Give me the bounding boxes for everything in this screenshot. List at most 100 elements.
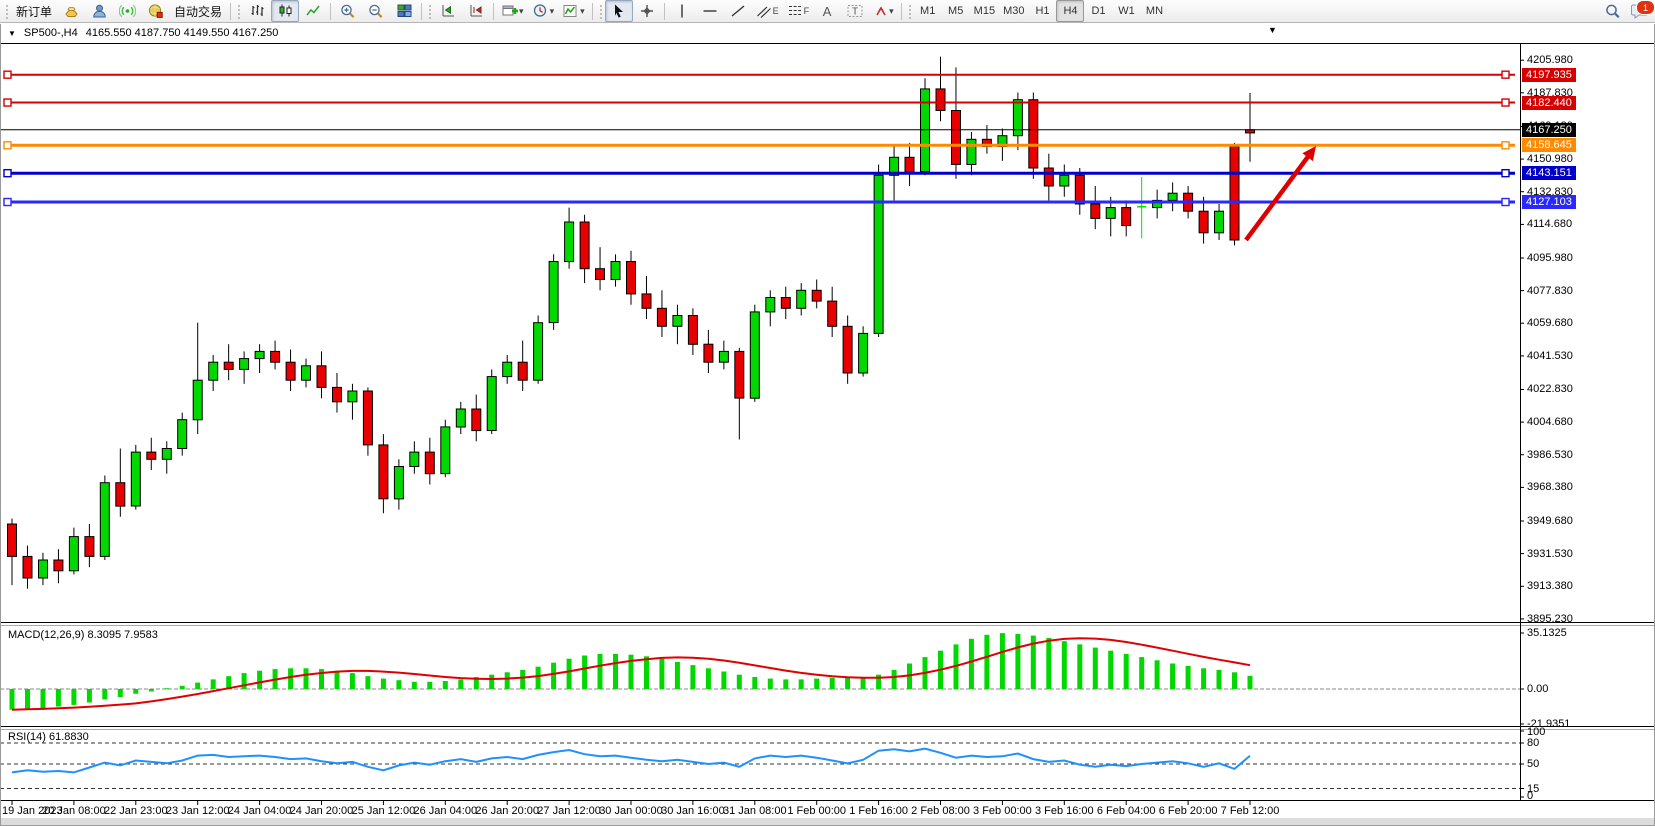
- new-order-button[interactable]: 新订单: [16, 4, 53, 19]
- level-line-4143.151[interactable]: [3, 168, 1515, 178]
- current-price-badge: 4167.250: [1522, 122, 1576, 137]
- horizontal-line-icon[interactable]: [696, 0, 724, 22]
- time-axis-label: 30 Jan 16:00: [661, 805, 725, 817]
- timeframe-w1[interactable]: W1: [1118, 5, 1135, 17]
- tile-windows-icon[interactable]: [390, 0, 418, 22]
- chat-icon[interactable]: 1: [1627, 0, 1655, 21]
- period-clock-icon[interactable]: ▾: [528, 0, 559, 22]
- time-axis-label: 2 Feb 08:00: [911, 805, 970, 817]
- trend-arrow[interactable]: [1244, 146, 1316, 242]
- new-chart-button[interactable]: ▾: [497, 0, 528, 22]
- notification-badge: 1: [1636, 0, 1655, 15]
- customer-service-icon[interactable]: [85, 0, 113, 22]
- macd-signal-line: [11, 637, 1251, 711]
- fibonacci-label: F: [803, 6, 810, 16]
- level-price-badge[interactable]: 4197.935: [1522, 67, 1576, 82]
- text-label-icon[interactable]: T: [841, 0, 869, 22]
- macd-histogram: [9, 633, 1253, 710]
- collapse-triangle-icon[interactable]: ▼: [8, 28, 16, 38]
- line-chart-icon[interactable]: [299, 0, 327, 22]
- price-tick-label: 3931.530: [1527, 547, 1573, 560]
- text-icon[interactable]: A: [822, 3, 832, 19]
- macd-label: MACD(12,26,9) 8.3095 7.9583: [8, 629, 158, 641]
- time-axis-label: 26 Jan 20:00: [475, 805, 539, 817]
- rsi-label: RSI(14) 61.8830: [8, 731, 89, 743]
- search-icon[interactable]: [1599, 0, 1627, 22]
- macd-tick-label: -21.9351: [1527, 717, 1571, 730]
- rsi-tick-label: 80: [1527, 737, 1540, 749]
- chart-title: ▼ SP500-,H4 4165.550 4187.750 4149.550 4…: [8, 27, 278, 39]
- timeframe-d1[interactable]: D1: [1091, 5, 1106, 17]
- price-tick-label: 4114.680: [1527, 218, 1573, 231]
- price-tick-label: 4132.830: [1527, 185, 1573, 198]
- level-price-badge[interactable]: 4127.103: [1522, 195, 1576, 210]
- autotrading-button[interactable]: 自动交易: [174, 4, 223, 19]
- price-tick-label: 3986.530: [1527, 448, 1573, 461]
- level-price-badge[interactable]: 4182.440: [1522, 95, 1576, 110]
- level-price-badge[interactable]: 4143.151: [1522, 166, 1576, 181]
- time-axis-label: 31 Jan 08:00: [722, 805, 787, 817]
- scroll-to-end-icon[interactable]: [434, 0, 462, 22]
- macd-tick-label: 0.00: [1527, 683, 1549, 695]
- rsi-tick-label: 0: [1527, 790, 1534, 802]
- signal-icon[interactable]: [113, 0, 141, 22]
- cursor-icon[interactable]: [604, 0, 633, 22]
- level-line-4182.440[interactable]: [3, 98, 1515, 107]
- crosshair-icon[interactable]: [633, 0, 661, 22]
- bar-chart-icon[interactable]: [243, 0, 271, 22]
- dropdown-caret-icon: ▾: [580, 5, 585, 16]
- timeframe-h1[interactable]: H1: [1035, 5, 1050, 17]
- dropdown-caret-icon: ▾: [549, 5, 555, 16]
- price-tick-label: 4041.530: [1527, 349, 1573, 362]
- time-axis-label: 27 Jan 12:00: [537, 805, 601, 817]
- zoom-in-icon[interactable]: [334, 0, 362, 22]
- time-axis-label: 3 Feb 16:00: [1034, 805, 1094, 817]
- gold-ingot-icon[interactable]: [57, 0, 85, 22]
- time-axis-label: 26 Jan 04:00: [413, 805, 478, 817]
- zoom-out-icon[interactable]: [362, 0, 390, 22]
- timeframe-h4[interactable]: H4: [1056, 0, 1085, 22]
- level-price-badge[interactable]: 4158.645: [1522, 138, 1576, 153]
- price-tick-label: 4205.980: [1527, 54, 1573, 67]
- candlestick-chart-icon[interactable]: [271, 0, 300, 22]
- toolbar-separator: [421, 2, 423, 20]
- toolbar-separator: [591, 2, 593, 20]
- time-axis-label: 25 Jan 12:00: [351, 805, 416, 817]
- toolbar-separator: [900, 2, 902, 20]
- macd-tick-label: 35.1325: [1527, 626, 1567, 639]
- price-tick-label: 3949.680: [1527, 514, 1573, 527]
- time-axis-label: 3 Feb 00:00: [973, 805, 1032, 817]
- level-line-4158.645[interactable]: [3, 141, 1515, 150]
- timeframe-m1[interactable]: M1: [920, 5, 936, 17]
- chart-shift-marker[interactable]: ▼: [1268, 25, 1277, 35]
- chart-shift-icon[interactable]: [462, 0, 490, 22]
- autotrading-icon[interactable]: [141, 0, 169, 22]
- timeframe-m5[interactable]: M5: [948, 5, 964, 17]
- timeframe-mn[interactable]: MN: [1145, 5, 1164, 17]
- main-toolbar: 新订单 自动交易: [0, 0, 1655, 23]
- level-line-4127.103[interactable]: [3, 197, 1515, 207]
- level-line-4197.935[interactable]: [3, 70, 1515, 79]
- time-axis-label: 23 Jan 12:00: [165, 805, 230, 817]
- trendline-icon[interactable]: [724, 0, 752, 22]
- fibonacci-icon[interactable]: F: [783, 0, 814, 22]
- arrows-icon[interactable]: ▾: [869, 0, 898, 22]
- price-tick-label: 3895.230: [1527, 612, 1573, 625]
- time-axis-label: 24 Jan 04:00: [227, 805, 292, 817]
- toolbar-separator: [230, 2, 232, 20]
- price-tick-label: 3913.380: [1527, 580, 1573, 593]
- vertical-line-icon[interactable]: [668, 0, 696, 22]
- toolbar-separator: [663, 2, 665, 20]
- time-axis-label: 20 Jan 08:00: [42, 805, 106, 817]
- rsi-tick-label: 100: [1527, 726, 1546, 738]
- rsi-line: [11, 747, 1251, 774]
- toolbar-grip: [906, 3, 912, 19]
- timeframe-m15[interactable]: M15: [973, 5, 996, 17]
- timeframe-m30[interactable]: M30: [1003, 5, 1025, 17]
- indicators-icon[interactable]: ▾: [558, 0, 589, 22]
- price-tick-label: 4059.680: [1527, 317, 1573, 330]
- channel-icon[interactable]: E: [752, 0, 783, 22]
- time-axis-label: 1 Feb 00:00: [787, 805, 847, 817]
